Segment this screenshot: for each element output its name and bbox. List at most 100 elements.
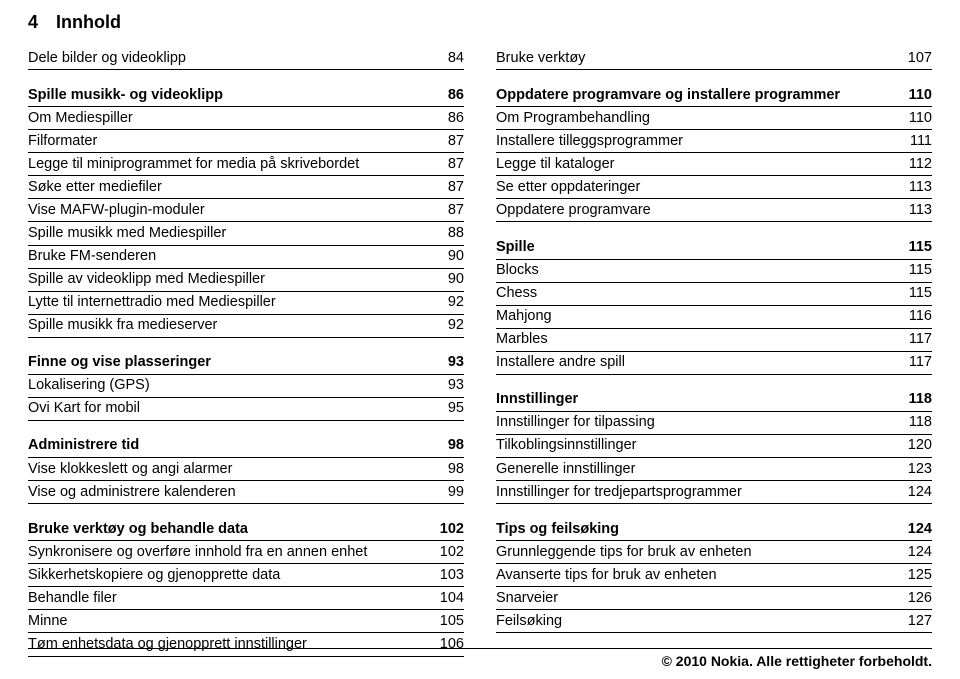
toc-entry-row[interactable]: Lokalisering (GPS)93 <box>28 375 464 398</box>
toc-entry-row[interactable]: Vise klokkeslett og angi alarmer98 <box>28 458 464 481</box>
toc-entry-label: Søke etter mediefiler <box>28 178 448 198</box>
toc-entry-row[interactable]: Spille musikk med Mediespiller88 <box>28 222 464 245</box>
toc-entry-row[interactable]: Filformater87 <box>28 130 464 153</box>
toc-entry-page: 105 <box>440 612 464 632</box>
toc-entry-page: 113 <box>909 201 932 221</box>
toc-entry-row[interactable]: Legge til kataloger112 <box>496 153 932 176</box>
toc-entry-page: 124 <box>908 543 932 563</box>
toc-entry-label: Oppdatere programvare <box>496 201 909 221</box>
toc-entry-page: 84 <box>448 49 464 69</box>
toc-entry-row[interactable]: Chess115 <box>496 283 932 306</box>
toc-section-row[interactable]: Oppdatere programvare og installere prog… <box>496 84 932 107</box>
toc-entry-page: 102 <box>440 520 464 540</box>
toc-entry-row[interactable]: Bruke verktøy107 <box>496 47 932 70</box>
toc-entry-row[interactable]: Oppdatere programvare113 <box>496 199 932 222</box>
toc-entry-page: 120 <box>908 436 932 456</box>
toc-entry-row[interactable]: Se etter oppdateringer113 <box>496 176 932 199</box>
toc-entry-row[interactable]: Feilsøking127 <box>496 610 932 633</box>
toc-entry-label: Vise MAFW-plugin-moduler <box>28 201 448 221</box>
toc-entry-label: Dele bilder og videoklipp <box>28 49 448 69</box>
toc-entry-row[interactable]: Vise og administrere kalenderen99 <box>28 481 464 504</box>
toc-entry-row[interactable]: Søke etter mediefiler87 <box>28 176 464 199</box>
toc-entry-row[interactable]: Installere tilleggsprogrammer111 <box>496 130 932 153</box>
toc-entry-page: 116 <box>909 307 932 327</box>
toc-entry-page: 104 <box>440 589 464 609</box>
toc-entry-row[interactable]: Ovi Kart for mobil95 <box>28 398 464 421</box>
toc-entry-row[interactable]: Om Programbehandling110 <box>496 107 932 130</box>
toc-entry-label: Om Programbehandling <box>496 109 909 129</box>
toc-section-row[interactable]: Finne og vise plasseringer93 <box>28 352 464 375</box>
toc-entry-label: Ovi Kart for mobil <box>28 399 448 419</box>
toc-entry-page: 93 <box>448 376 464 396</box>
toc-entry-row[interactable]: Innstillinger for tredjepartsprogrammer1… <box>496 481 932 504</box>
toc-section-row[interactable]: Bruke verktøy og behandle data102 <box>28 518 464 541</box>
toc-entry-row[interactable]: Generelle innstillinger123 <box>496 458 932 481</box>
toc-entry-page: 95 <box>448 399 464 419</box>
toc-entry-label: Bruke FM-senderen <box>28 247 448 267</box>
toc-entry-page: 102 <box>440 543 464 563</box>
toc-entry-row[interactable]: Mahjong116 <box>496 306 932 329</box>
toc-entry-row[interactable]: Lytte til internettradio med Mediespille… <box>28 292 464 315</box>
toc-entry-row[interactable]: Tilkoblingsinnstillinger120 <box>496 435 932 458</box>
toc-entry-page: 110 <box>909 109 932 129</box>
toc-entry-page: 99 <box>448 483 464 503</box>
toc-entry-row[interactable]: Minne105 <box>28 610 464 633</box>
toc-section-row[interactable]: Innstillinger118 <box>496 389 932 412</box>
toc-entry-row[interactable]: Innstillinger for tilpassing118 <box>496 412 932 435</box>
toc-entry-page: 98 <box>448 436 464 456</box>
toc-entry-page: 115 <box>909 261 932 281</box>
toc-entry-row[interactable]: Avanserte tips for bruk av enheten125 <box>496 564 932 587</box>
toc-entry-label: Innstillinger for tredjepartsprogrammer <box>496 483 908 503</box>
toc-entry-label: Se etter oppdateringer <box>496 178 909 198</box>
toc-entry-label: Lokalisering (GPS) <box>28 376 448 396</box>
toc-entry-row[interactable]: Legge til miniprogrammet for media på sk… <box>28 153 464 176</box>
toc-entry-label: Minne <box>28 612 440 632</box>
toc-entry-row[interactable]: Synkronisere og overføre innhold fra en … <box>28 541 464 564</box>
toc-entry-row[interactable]: Installere andre spill117 <box>496 352 932 375</box>
toc-entry-row[interactable]: Dele bilder og videoklipp84 <box>28 47 464 70</box>
toc-section-row[interactable]: Spille musikk- og videoklipp86 <box>28 84 464 107</box>
toc-section-row[interactable]: Administrere tid98 <box>28 435 464 458</box>
toc-entry-page: 115 <box>909 284 932 304</box>
toc-entry-row[interactable]: Behandle filer104 <box>28 587 464 610</box>
toc-entry-row[interactable]: Snarveier126 <box>496 587 932 610</box>
toc-entry-label: Spille musikk fra medieserver <box>28 316 448 336</box>
toc-entry-label: Legge til kataloger <box>496 155 909 175</box>
toc-entry-row[interactable]: Blocks115 <box>496 260 932 283</box>
footer: © 2010 Nokia. Alle rettigheter forbehold… <box>28 648 932 669</box>
toc-entry-label: Installere tilleggsprogrammer <box>496 132 910 152</box>
toc-entry-label: Filformater <box>28 132 448 152</box>
toc-entry-label: Spille musikk- og videoklipp <box>28 86 448 106</box>
toc-entry-page: 124 <box>908 483 932 503</box>
toc-entry-page: 103 <box>440 566 464 586</box>
toc-section-row[interactable]: Spille115 <box>496 236 932 259</box>
toc-entry-page: 111 <box>910 132 932 152</box>
toc-entry-row[interactable]: Sikkerhetskopiere og gjenopprette data10… <box>28 564 464 587</box>
toc-group: Oppdatere programvare og installere prog… <box>496 84 932 222</box>
toc-columns: Dele bilder og videoklipp84Spille musikk… <box>28 47 932 671</box>
toc-entry-label: Spille musikk med Mediespiller <box>28 224 448 244</box>
toc-entry-page: 125 <box>908 566 932 586</box>
toc-entry-row[interactable]: Marbles117 <box>496 329 932 352</box>
toc-group: Innstillinger118Innstillinger for tilpas… <box>496 389 932 504</box>
toc-entry-label: Synkronisere og overføre innhold fra en … <box>28 543 440 563</box>
toc-entry-row[interactable]: Vise MAFW-plugin-moduler87 <box>28 199 464 222</box>
toc-entry-row[interactable]: Om Mediespiller86 <box>28 107 464 130</box>
toc-entry-page: 113 <box>909 178 932 198</box>
toc-entry-row[interactable]: Bruke FM-senderen90 <box>28 246 464 269</box>
toc-entry-row[interactable]: Spille musikk fra medieserver92 <box>28 315 464 338</box>
toc-entry-page: 115 <box>909 238 932 258</box>
toc-entry-page: 86 <box>448 86 464 106</box>
toc-entry-row[interactable]: Spille av videoklipp med Mediespiller90 <box>28 269 464 292</box>
toc-entry-row[interactable]: Grunnleggende tips for bruk av enheten12… <box>496 541 932 564</box>
toc-entry-page: 87 <box>448 201 464 221</box>
toc-entry-label: Marbles <box>496 330 909 350</box>
toc-entry-label: Feilsøking <box>496 612 908 632</box>
toc-entry-label: Oppdatere programvare og installere prog… <box>496 86 909 106</box>
toc-entry-label: Generelle innstillinger <box>496 460 908 480</box>
page-header: 4 Innhold <box>28 12 932 33</box>
toc-entry-page: 107 <box>908 49 932 69</box>
toc-section-row[interactable]: Tips og feilsøking124 <box>496 518 932 541</box>
toc-entry-page: 118 <box>909 413 932 433</box>
toc-entry-page: 86 <box>448 109 464 129</box>
